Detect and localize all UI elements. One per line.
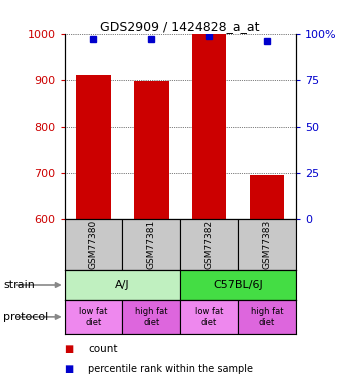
Text: percentile rank within the sample: percentile rank within the sample (88, 364, 253, 374)
Text: high fat
diet: high fat diet (251, 307, 283, 327)
Bar (180, 300, 238, 334)
Bar (65, 300, 122, 334)
Bar (65, 219, 122, 270)
Text: GSM77382: GSM77382 (205, 220, 214, 269)
Text: high fat
diet: high fat diet (135, 307, 168, 327)
Text: count: count (88, 344, 118, 354)
Title: GDS2909 / 1424828_a_at: GDS2909 / 1424828_a_at (100, 20, 260, 33)
Bar (180, 270, 296, 300)
Text: GSM77383: GSM77383 (262, 220, 271, 269)
Bar (192, 34, 226, 219)
Bar (122, 300, 180, 334)
Text: GSM77380: GSM77380 (89, 220, 98, 269)
Bar (76, 75, 111, 219)
Text: ■: ■ (65, 344, 74, 354)
Text: ■: ■ (65, 364, 74, 374)
Text: C57BL/6J: C57BL/6J (213, 280, 263, 290)
Text: strain: strain (3, 280, 35, 290)
Text: A/J: A/J (115, 280, 130, 290)
Text: GSM77381: GSM77381 (147, 220, 156, 269)
Bar (250, 175, 284, 219)
Text: low fat
diet: low fat diet (79, 307, 108, 327)
Bar (180, 219, 238, 270)
Bar (238, 300, 296, 334)
Bar (238, 219, 296, 270)
Text: protocol: protocol (3, 312, 49, 322)
Bar (65, 270, 180, 300)
Bar (134, 81, 169, 219)
Bar (122, 219, 180, 270)
Text: low fat
diet: low fat diet (195, 307, 223, 327)
